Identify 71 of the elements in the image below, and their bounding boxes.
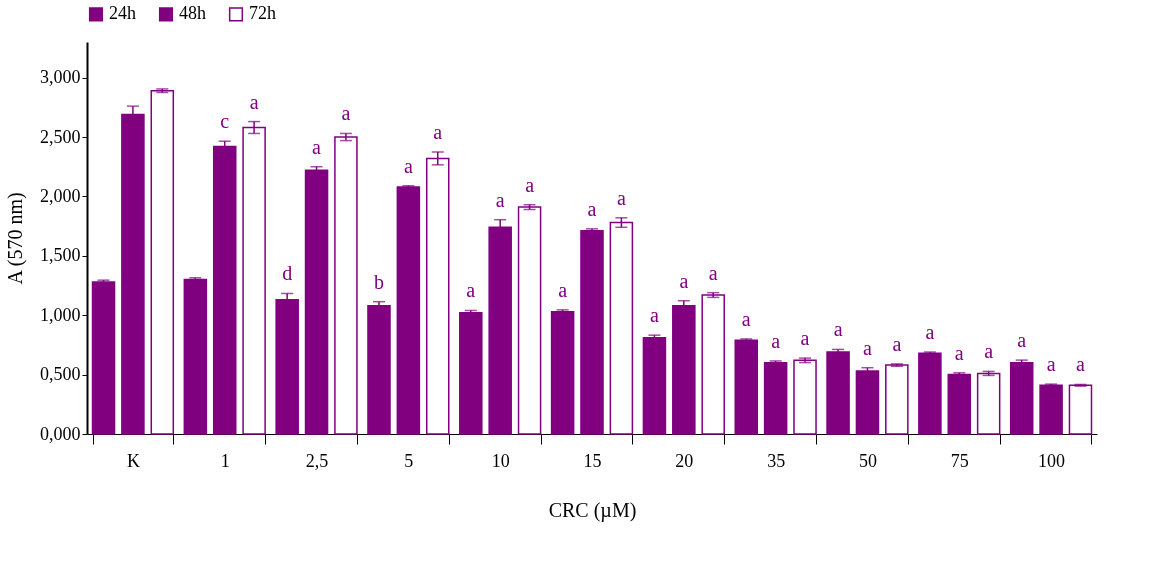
data-label: a	[708, 261, 718, 284]
bar	[396, 186, 421, 435]
data-label: a	[495, 188, 505, 211]
bar	[947, 373, 972, 435]
bar	[1009, 361, 1034, 435]
data-label: a	[741, 307, 751, 330]
data-label: a	[863, 336, 873, 359]
bar	[212, 145, 237, 435]
data-label: a	[249, 90, 259, 113]
data-label: a	[1076, 353, 1086, 376]
data-label: c	[220, 110, 230, 133]
x-tick-label: 50	[858, 450, 877, 471]
data-label: a	[587, 197, 597, 220]
y-tick-label: 0,500	[40, 364, 81, 385]
data-label: a	[341, 102, 351, 125]
bar	[885, 364, 909, 435]
data-label: a	[616, 186, 626, 209]
x-tick-label: 15	[583, 450, 602, 471]
x-tick-label: 2,5	[305, 450, 329, 471]
data-label: a	[892, 332, 902, 355]
y-tick-label: 2,500	[40, 126, 81, 147]
legend-label: 72h	[249, 3, 276, 24]
x-tick-label: 35	[767, 450, 786, 471]
bar	[976, 372, 1001, 435]
data-label: a	[525, 173, 535, 196]
x-tick-label: 5	[404, 450, 414, 471]
legend-label: 24h	[109, 3, 136, 24]
x-tick-label: 1	[220, 450, 230, 471]
data-label: b	[373, 270, 384, 293]
data-label: d	[282, 262, 293, 285]
data-label: a	[403, 154, 413, 177]
data-label: a	[558, 278, 568, 301]
y-tick-label: 1,000	[40, 304, 81, 325]
bar	[580, 230, 604, 435]
y-tick-label: 1,500	[40, 245, 81, 266]
data-label: a	[984, 340, 994, 363]
bar	[91, 281, 116, 435]
data-label: a	[833, 318, 843, 341]
data-label: a	[679, 269, 689, 292]
data-label: a	[649, 304, 659, 327]
x-tick-label: 10	[491, 450, 510, 471]
bar	[1039, 384, 1063, 435]
data-label: a	[771, 329, 781, 352]
y-tick-label: 3,000	[40, 67, 81, 88]
data-label: a	[954, 341, 964, 364]
bar	[517, 206, 542, 435]
data-label: a	[800, 327, 810, 350]
bar	[183, 278, 208, 435]
data-label: a	[1046, 353, 1056, 376]
data-label: a	[466, 279, 476, 302]
x-tick-label: 75	[950, 450, 969, 471]
data-label: a	[312, 135, 322, 158]
bar	[242, 126, 266, 435]
x-tick-label: 20	[675, 450, 694, 471]
data-label: a	[433, 121, 443, 143]
bar	[918, 352, 942, 435]
bar	[550, 310, 575, 435]
x-axis-title: CRC (µM)	[548, 498, 637, 522]
y-axis-title: A (570 nm)	[4, 192, 27, 285]
bar	[150, 89, 175, 435]
data-label: a	[1017, 329, 1027, 352]
legend-label: 48h	[179, 3, 206, 24]
bar	[793, 359, 817, 435]
y-tick-label: 2,000	[40, 185, 81, 206]
x-tick-label: 100	[1038, 450, 1066, 471]
bar	[734, 339, 759, 435]
bar	[763, 361, 788, 435]
data-label: a	[925, 321, 935, 344]
x-tick-label: K	[126, 450, 140, 471]
bar	[1068, 384, 1093, 435]
y-tick-label: 0,000	[40, 423, 81, 444]
